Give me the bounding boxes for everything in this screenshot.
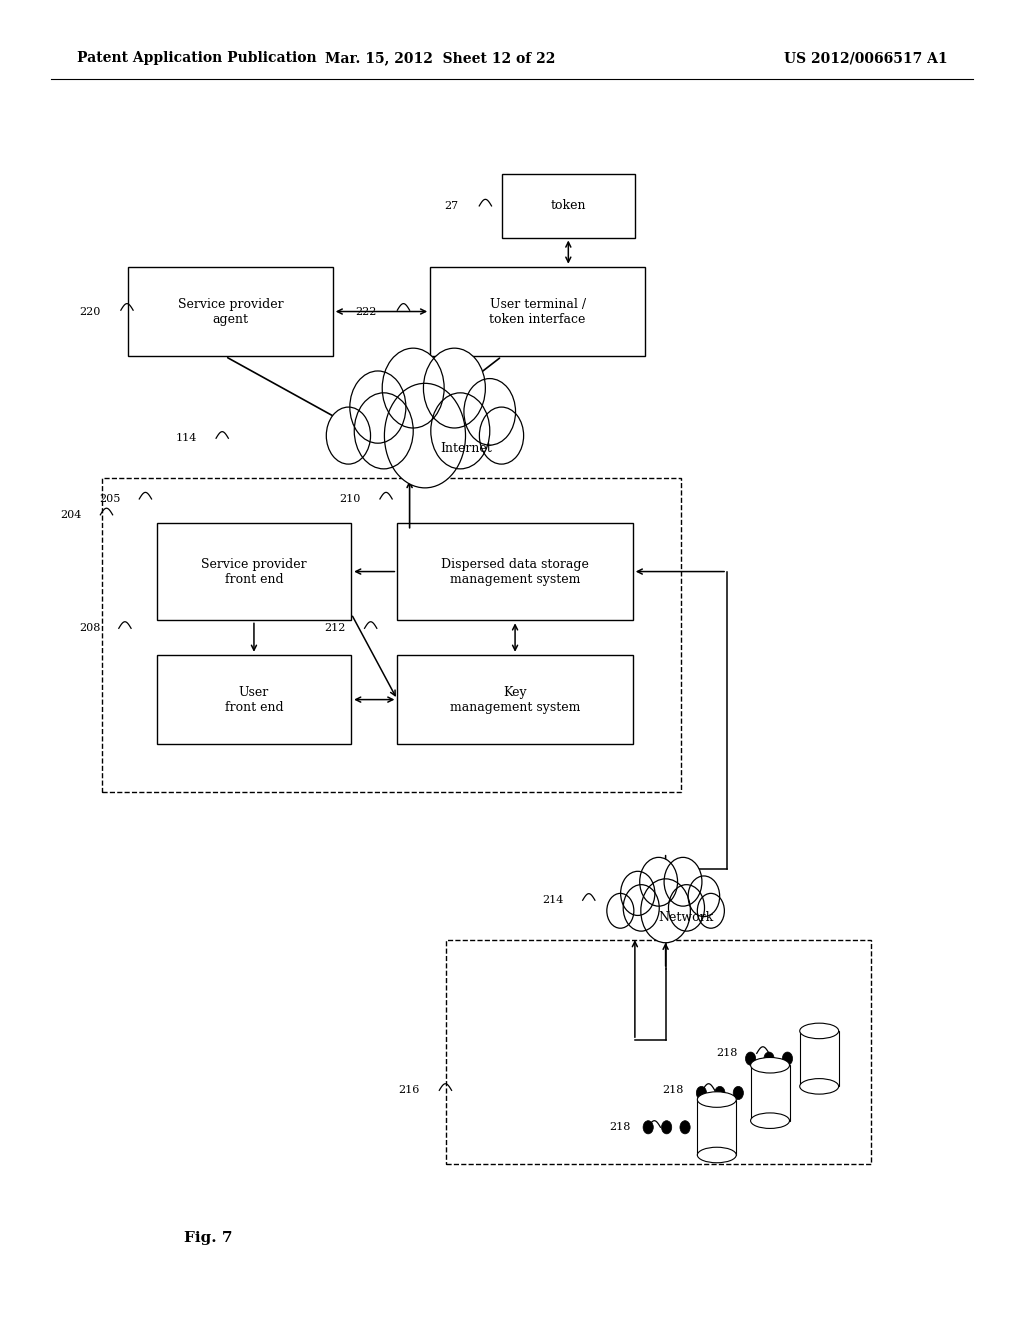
Text: Fig. 7: Fig. 7: [184, 1232, 232, 1245]
Ellipse shape: [751, 1113, 790, 1129]
Bar: [397, 655, 633, 744]
Ellipse shape: [697, 1147, 736, 1163]
Circle shape: [424, 348, 485, 428]
Circle shape: [431, 393, 489, 469]
Circle shape: [745, 1052, 756, 1065]
Bar: [446, 940, 871, 1164]
Text: US 2012/0066517 A1: US 2012/0066517 A1: [783, 51, 947, 65]
Circle shape: [764, 1052, 774, 1065]
Bar: [430, 267, 645, 356]
Circle shape: [715, 1086, 725, 1100]
Ellipse shape: [800, 1078, 839, 1094]
Text: Service provider
agent: Service provider agent: [177, 297, 284, 326]
Bar: [502, 174, 635, 238]
Circle shape: [688, 876, 720, 916]
Circle shape: [382, 348, 444, 428]
Text: User terminal /
token interface: User terminal / token interface: [489, 297, 586, 326]
Bar: [800, 1031, 839, 1086]
Circle shape: [384, 383, 466, 488]
Circle shape: [696, 1086, 707, 1100]
Circle shape: [640, 858, 678, 906]
Text: 210: 210: [339, 494, 360, 504]
Circle shape: [680, 1121, 690, 1134]
Text: 214: 214: [542, 895, 563, 906]
Circle shape: [624, 884, 659, 931]
Text: 216: 216: [398, 1085, 420, 1096]
Circle shape: [607, 894, 634, 928]
Text: 220: 220: [79, 306, 100, 317]
Circle shape: [643, 1121, 653, 1134]
Circle shape: [350, 371, 406, 444]
Circle shape: [782, 1052, 793, 1065]
Text: 218: 218: [716, 1048, 737, 1059]
Ellipse shape: [697, 1092, 736, 1107]
Circle shape: [479, 407, 523, 465]
Text: 114: 114: [175, 433, 197, 444]
Text: Key
management system: Key management system: [450, 685, 581, 714]
Bar: [102, 478, 681, 792]
Circle shape: [464, 379, 515, 445]
Circle shape: [662, 1121, 672, 1134]
Text: Dispersed data storage
management system: Dispersed data storage management system: [441, 557, 589, 586]
Circle shape: [354, 393, 414, 469]
Text: 218: 218: [609, 1122, 631, 1133]
Text: User
front end: User front end: [224, 685, 284, 714]
Circle shape: [641, 879, 690, 942]
Text: Service provider
front end: Service provider front end: [201, 557, 307, 586]
Text: 212: 212: [325, 623, 346, 634]
Circle shape: [665, 858, 701, 906]
Bar: [157, 655, 351, 744]
Text: 27: 27: [444, 201, 459, 211]
Bar: [397, 523, 633, 620]
Text: 204: 204: [60, 510, 82, 520]
Bar: [751, 1065, 790, 1121]
Text: 218: 218: [663, 1085, 684, 1096]
Bar: [128, 267, 333, 356]
Text: Mar. 15, 2012  Sheet 12 of 22: Mar. 15, 2012 Sheet 12 of 22: [326, 51, 555, 65]
Ellipse shape: [800, 1023, 839, 1039]
Circle shape: [733, 1086, 743, 1100]
Circle shape: [669, 884, 705, 931]
Text: 208: 208: [79, 623, 100, 634]
Text: 222: 222: [355, 306, 377, 317]
Circle shape: [621, 871, 655, 916]
Text: 205: 205: [99, 494, 121, 504]
Text: Network: Network: [658, 911, 714, 924]
Text: Patent Application Publication: Patent Application Publication: [77, 51, 316, 65]
Text: Internet: Internet: [440, 442, 492, 455]
Ellipse shape: [751, 1057, 790, 1073]
Circle shape: [327, 407, 371, 465]
Circle shape: [697, 894, 724, 928]
Text: token: token: [551, 199, 586, 213]
Bar: [157, 523, 351, 620]
Bar: [697, 1100, 736, 1155]
